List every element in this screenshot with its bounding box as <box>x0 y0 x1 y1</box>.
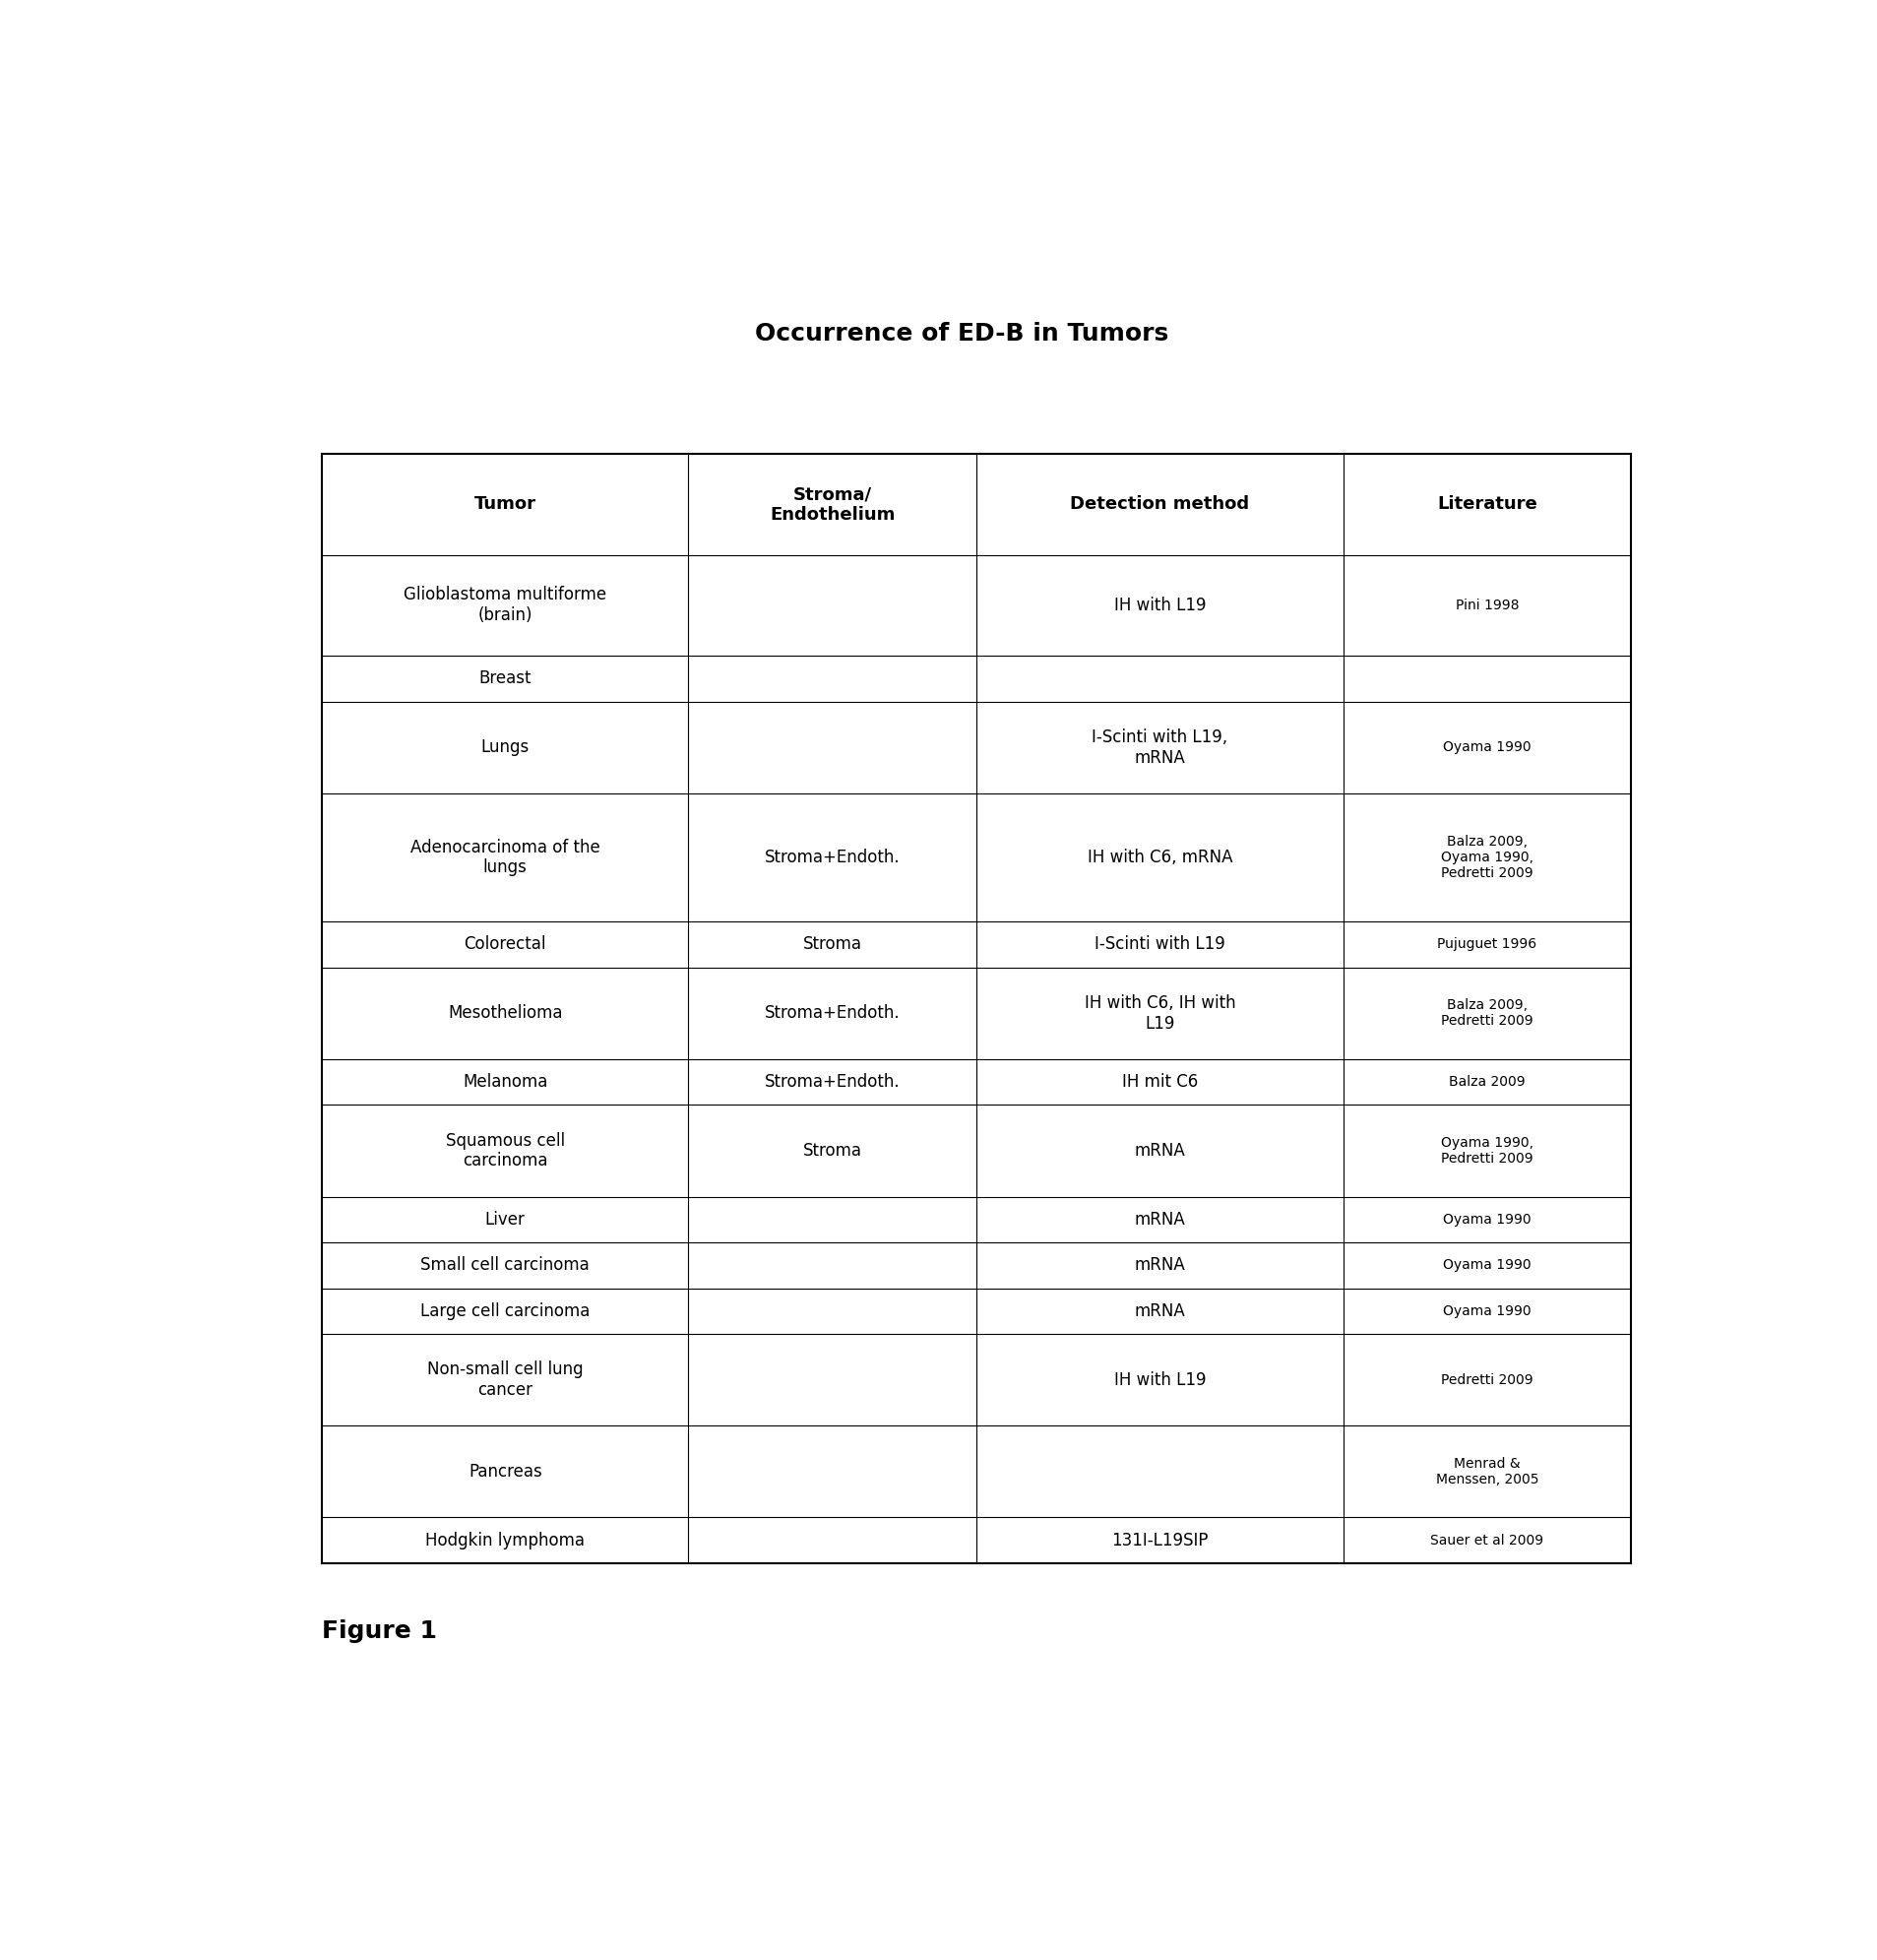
Text: Liver: Liver <box>484 1211 526 1229</box>
Text: I-Scinti with L19: I-Scinti with L19 <box>1094 935 1226 953</box>
Text: Stroma/
Endothelium: Stroma/ Endothelium <box>770 486 895 523</box>
Text: Squamous cell
carcinoma: Squamous cell carcinoma <box>445 1131 565 1170</box>
Text: Balza 2009,
Oyama 1990,
Pedretti 2009: Balza 2009, Oyama 1990, Pedretti 2009 <box>1442 835 1534 880</box>
Text: Melanoma: Melanoma <box>464 1074 548 1092</box>
Text: Stroma+Endoth.: Stroma+Endoth. <box>764 1004 901 1021</box>
Text: Stroma+Endoth.: Stroma+Endoth. <box>764 849 901 866</box>
Text: Oyama 1990: Oyama 1990 <box>1443 741 1532 755</box>
Text: Oyama 1990,
Pedretti 2009: Oyama 1990, Pedretti 2009 <box>1442 1137 1534 1166</box>
Text: Breast: Breast <box>479 670 531 688</box>
Text: Pancreas: Pancreas <box>469 1462 542 1480</box>
Text: Sauer et al 2009: Sauer et al 2009 <box>1430 1533 1543 1546</box>
Text: IH mit C6: IH mit C6 <box>1122 1074 1198 1092</box>
Text: Non-small cell lung
cancer: Non-small cell lung cancer <box>428 1360 584 1399</box>
Text: mRNA: mRNA <box>1134 1301 1184 1319</box>
Text: IH with C6, mRNA: IH with C6, mRNA <box>1087 849 1233 866</box>
Text: Menrad &
Menssen, 2005: Menrad & Menssen, 2005 <box>1436 1456 1539 1486</box>
Text: Glioblastoma multiforme
(brain): Glioblastoma multiforme (brain) <box>404 586 606 625</box>
Text: Literature: Literature <box>1438 496 1537 514</box>
Text: IH with L19: IH with L19 <box>1113 1372 1205 1390</box>
Text: Pedretti 2009: Pedretti 2009 <box>1442 1374 1534 1388</box>
Text: Balza 2009,
Pedretti 2009: Balza 2009, Pedretti 2009 <box>1442 998 1534 1029</box>
Text: Lungs: Lungs <box>481 739 529 757</box>
Text: 131I-L19SIP: 131I-L19SIP <box>1111 1531 1209 1548</box>
Text: Figure 1: Figure 1 <box>323 1619 437 1642</box>
Text: Balza 2009: Balza 2009 <box>1449 1076 1526 1090</box>
Text: Adenocarcinoma of the
lungs: Adenocarcinoma of the lungs <box>411 839 601 876</box>
Text: Pujuguet 1996: Pujuguet 1996 <box>1438 937 1537 951</box>
Text: Hodgkin lymphoma: Hodgkin lymphoma <box>426 1531 586 1548</box>
Text: mRNA: mRNA <box>1134 1211 1184 1229</box>
Text: Large cell carcinoma: Large cell carcinoma <box>420 1301 589 1319</box>
Text: Stroma: Stroma <box>803 935 862 953</box>
Text: Small cell carcinoma: Small cell carcinoma <box>420 1256 589 1274</box>
Text: Tumor: Tumor <box>475 496 537 514</box>
Text: Stroma+Endoth.: Stroma+Endoth. <box>764 1074 901 1092</box>
Text: IH with L19: IH with L19 <box>1113 596 1205 613</box>
Text: Colorectal: Colorectal <box>464 935 546 953</box>
Text: IH with C6, IH with
L19: IH with C6, IH with L19 <box>1085 994 1235 1033</box>
Text: mRNA: mRNA <box>1134 1256 1184 1274</box>
Text: Oyama 1990: Oyama 1990 <box>1443 1303 1532 1317</box>
Text: Pini 1998: Pini 1998 <box>1455 598 1518 612</box>
Text: Oyama 1990: Oyama 1990 <box>1443 1258 1532 1272</box>
Text: Occurrence of ED-B in Tumors: Occurrence of ED-B in Tumors <box>755 321 1169 345</box>
Text: Detection method: Detection method <box>1070 496 1250 514</box>
Text: I-Scinti with L19,
mRNA: I-Scinti with L19, mRNA <box>1092 729 1228 766</box>
Text: Oyama 1990: Oyama 1990 <box>1443 1213 1532 1227</box>
Text: Mesothelioma: Mesothelioma <box>449 1004 563 1021</box>
Text: Stroma: Stroma <box>803 1143 862 1160</box>
Text: mRNA: mRNA <box>1134 1143 1184 1160</box>
